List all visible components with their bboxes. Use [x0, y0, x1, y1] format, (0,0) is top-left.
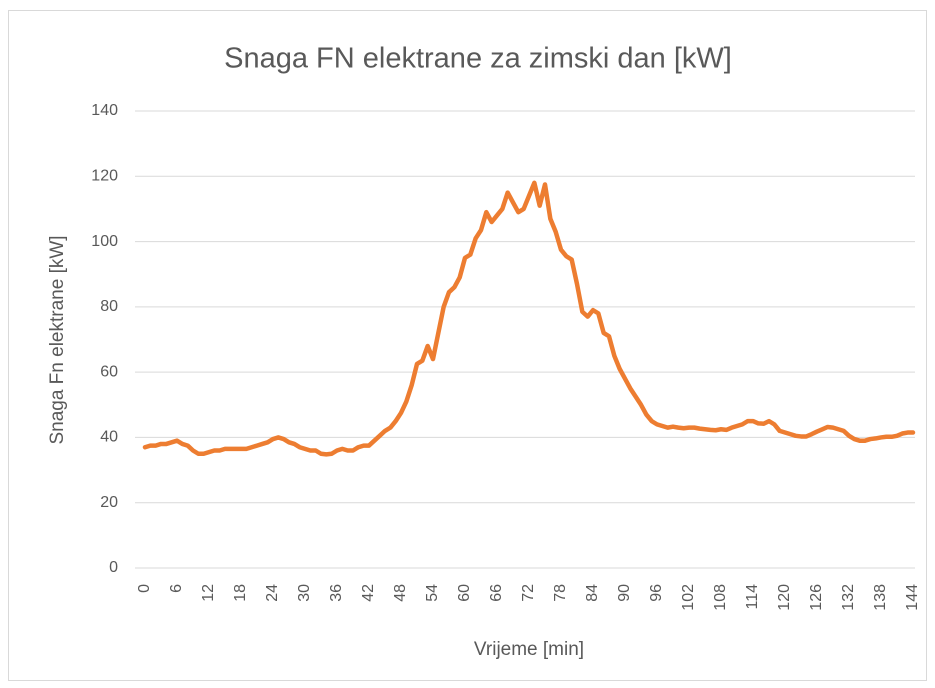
x-tick-label: 78 — [552, 584, 569, 602]
y-tick-label: 60 — [100, 363, 118, 380]
y-tick-label: 140 — [91, 102, 118, 119]
x-tick-label: 54 — [424, 584, 441, 602]
x-tick-label: 144 — [904, 584, 921, 611]
x-tick-label: 30 — [296, 584, 313, 602]
y-axis-label: Snaga Fn elektrane [kW] — [47, 235, 68, 444]
data-line — [142, 180, 916, 457]
x-tick-label: 120 — [776, 584, 793, 611]
x-tick-label: 96 — [648, 584, 665, 602]
x-axis-label: Vrijeme [min] — [474, 639, 584, 660]
x-tick-label: 18 — [232, 584, 249, 602]
x-tick-label: 138 — [872, 584, 889, 611]
x-tick-label: 24 — [264, 584, 281, 602]
x-tick-label: 126 — [808, 584, 825, 611]
x-tick-label: 66 — [488, 584, 505, 602]
x-tick-label: 42 — [360, 584, 377, 602]
x-tick-label: 60 — [456, 584, 473, 602]
x-tick-label: 48 — [392, 584, 409, 602]
x-tick-label: 72 — [520, 584, 537, 602]
y-tick-label: 40 — [100, 429, 118, 446]
y-tick-label: 100 — [91, 233, 118, 250]
chart-border — [8, 10, 927, 681]
x-tick-label: 102 — [680, 584, 697, 611]
x-tick-label: 12 — [200, 584, 217, 602]
x-tick-label: 132 — [840, 584, 857, 611]
x-tick-label: 114 — [744, 584, 761, 610]
x-tick-label: 36 — [328, 584, 345, 602]
x-tick-label: 0 — [136, 584, 153, 593]
y-tick-label: 80 — [100, 298, 118, 315]
x-tick-label: 90 — [616, 584, 633, 602]
x-tick-label: 108 — [712, 584, 729, 611]
x-tick-label: 6 — [168, 584, 185, 593]
y-tick-label: 120 — [91, 168, 118, 185]
x-tick-label: 84 — [584, 584, 601, 602]
chart-title: Snaga FN elektrane za zimski dan [kW] — [224, 43, 732, 75]
y-tick-label: 20 — [100, 494, 118, 511]
y-tick-label: 0 — [109, 559, 118, 576]
